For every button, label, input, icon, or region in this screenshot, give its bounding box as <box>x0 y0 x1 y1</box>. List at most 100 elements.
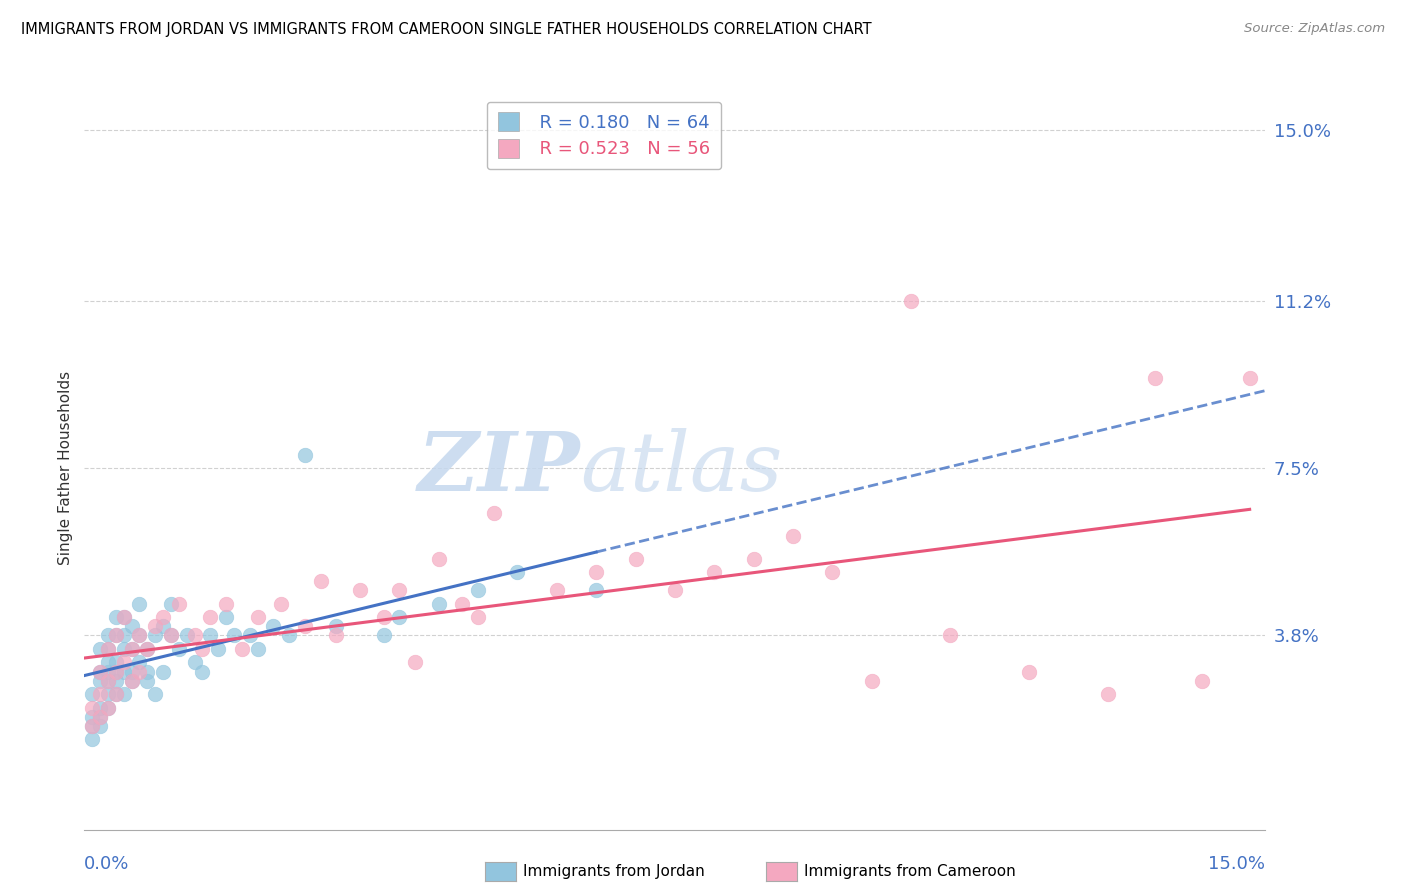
Point <box>143 628 166 642</box>
Point <box>97 628 120 642</box>
Point <box>97 665 120 679</box>
Point <box>82 700 104 714</box>
Point <box>104 628 127 642</box>
Point <box>136 673 159 688</box>
Point <box>160 628 183 642</box>
Point <box>104 656 127 670</box>
Point <box>136 642 159 657</box>
Point <box>294 619 316 633</box>
Point <box>152 665 174 679</box>
Point <box>112 665 135 679</box>
Point <box>427 551 450 566</box>
Point <box>373 628 395 642</box>
Point <box>97 673 120 688</box>
Point <box>89 719 111 733</box>
Point <box>121 673 143 688</box>
Point <box>860 673 883 688</box>
Text: ZIP: ZIP <box>418 428 581 508</box>
Point <box>183 628 205 642</box>
Point <box>160 597 183 611</box>
Point <box>207 642 229 657</box>
Point <box>183 656 205 670</box>
Point <box>128 628 150 642</box>
Point <box>82 687 104 701</box>
Point <box>112 610 135 624</box>
Point <box>742 551 765 566</box>
Point <box>1239 371 1261 385</box>
Point <box>160 628 183 642</box>
Point <box>664 583 686 598</box>
Text: atlas: atlas <box>581 428 783 508</box>
Point <box>270 597 292 611</box>
Point <box>624 551 647 566</box>
Point <box>451 597 474 611</box>
Legend:   R = 0.180   N = 64,   R = 0.523   N = 56: R = 0.180 N = 64, R = 0.523 N = 56 <box>486 102 721 169</box>
Point <box>97 700 120 714</box>
Point <box>89 709 111 723</box>
Point <box>222 628 245 642</box>
Point <box>104 628 127 642</box>
Point <box>121 642 143 657</box>
Point <box>82 719 104 733</box>
Point <box>404 656 426 670</box>
Point <box>136 642 159 657</box>
Point <box>388 583 411 598</box>
Point <box>231 642 253 657</box>
Point <box>467 610 489 624</box>
Text: Immigrants from Cameroon: Immigrants from Cameroon <box>804 864 1017 879</box>
Point <box>482 507 505 521</box>
Point <box>1097 687 1119 701</box>
Point <box>97 687 120 701</box>
Point <box>89 642 111 657</box>
Point <box>82 719 104 733</box>
Point <box>1191 673 1213 688</box>
Point <box>262 619 284 633</box>
Point <box>82 709 104 723</box>
Point <box>104 610 127 624</box>
Point <box>112 687 135 701</box>
Point <box>128 628 150 642</box>
Point <box>585 583 607 598</box>
Point <box>89 665 111 679</box>
Point <box>104 665 127 679</box>
Text: 15.0%: 15.0% <box>1208 855 1265 873</box>
Point <box>703 565 725 579</box>
Point <box>112 656 135 670</box>
Point <box>246 642 269 657</box>
Point <box>104 687 127 701</box>
Point <box>97 656 120 670</box>
Point <box>128 665 150 679</box>
Point <box>782 529 804 543</box>
Point <box>121 665 143 679</box>
Point <box>215 597 238 611</box>
Point <box>191 665 214 679</box>
Y-axis label: Single Father Households: Single Father Households <box>58 371 73 566</box>
Point <box>112 628 135 642</box>
Point <box>200 628 222 642</box>
Point <box>176 628 198 642</box>
Point <box>112 642 135 657</box>
Point <box>325 619 347 633</box>
Point <box>97 673 120 688</box>
Point <box>167 597 190 611</box>
Point <box>128 597 150 611</box>
Point <box>121 673 143 688</box>
Point <box>104 687 127 701</box>
Point <box>1144 371 1167 385</box>
Point <box>506 565 529 579</box>
Point <box>121 619 143 633</box>
Point <box>167 642 190 657</box>
Point <box>467 583 489 598</box>
Point <box>585 565 607 579</box>
Point <box>89 709 111 723</box>
Point <box>373 610 395 624</box>
Point <box>112 610 135 624</box>
Point <box>136 665 159 679</box>
Point <box>349 583 371 598</box>
Point <box>1018 665 1040 679</box>
Point <box>200 610 222 624</box>
Point <box>215 610 238 624</box>
Point <box>97 700 120 714</box>
Point <box>427 597 450 611</box>
Point <box>104 665 127 679</box>
